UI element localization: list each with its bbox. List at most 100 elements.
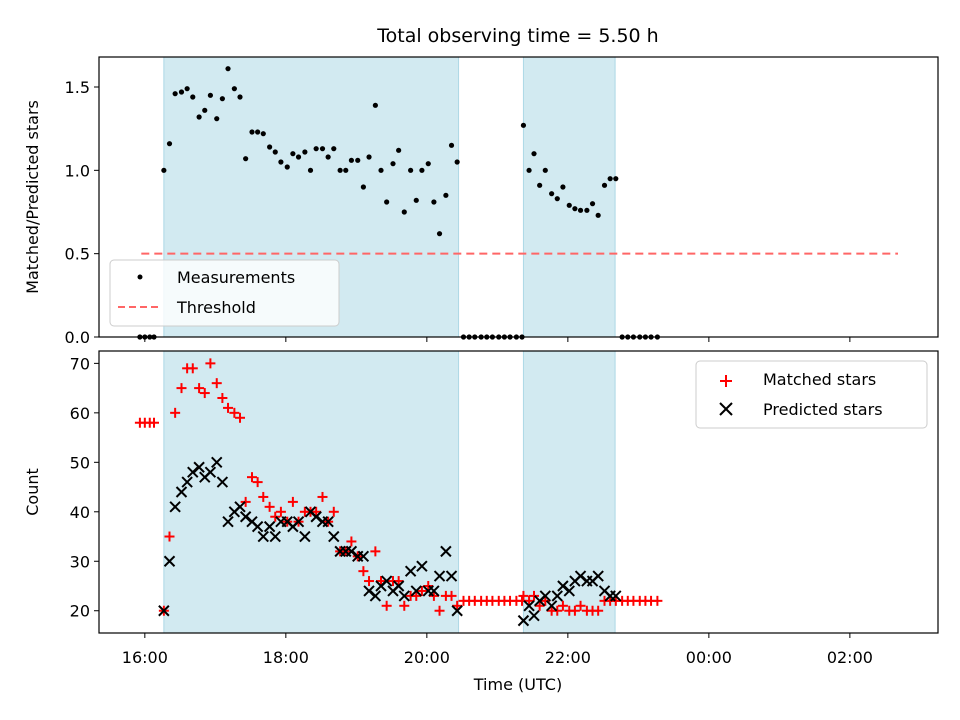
measurement-point [331,146,337,152]
measurement-point [260,131,266,137]
matched-point [194,383,205,394]
matched-point [524,595,535,606]
predicted-point-b [398,590,410,602]
matched-point [270,511,281,522]
measurement-point [290,151,296,157]
chart-title: Total observing time = 5.50 h [376,25,658,47]
predicted-point [517,614,530,627]
measurement-point [601,182,608,188]
top-legend: Measurements Threshold [109,259,340,327]
predicted-point [433,570,446,582]
x-tick-label: 16:00 [122,648,168,667]
predicted-point-b [557,580,569,592]
predicted-point-b [175,486,188,498]
measurement-point [526,167,532,173]
predicted-point-b [451,605,463,617]
measurement-point [325,154,331,160]
measurement-point [419,167,425,173]
matched-point [223,402,234,413]
threshold-legend-label: Threshold [176,298,256,317]
predicted-point [163,555,176,567]
matched-point [557,600,568,611]
predicted-legend-label: Predicted stars [763,400,883,419]
measurement-point [231,86,237,92]
predicted-point-b [598,585,611,597]
predicted-point [292,515,305,528]
predicted-point-b [158,605,170,617]
matched-point [148,417,159,428]
matched-point [211,378,222,389]
measurement-point [225,66,231,72]
predicted-point-b [322,515,334,528]
measurement-points [137,66,660,340]
top-y-axis-label: Matched/Predicted stars [23,100,42,294]
measurement-point [613,176,619,182]
predicted-point-b [216,476,229,488]
predicted-point [410,585,422,597]
predicted-point-b [222,515,234,528]
measurement-point [401,209,407,215]
predicted-point-b [181,476,193,488]
predicted-point-b [433,570,446,582]
measurement-point [360,184,366,190]
predicted-point [169,501,181,513]
measurement-point [589,201,596,207]
measurement-point [431,199,437,205]
predicted-point-b [528,609,540,622]
predicted-point [299,530,311,543]
predicted-point-b [517,614,530,627]
matched-point [529,590,540,601]
y-tick-label: 70 [70,354,90,373]
predicted-point-b [299,530,311,543]
x-tick-label: 22:00 [545,648,591,667]
measurement-point [243,156,249,162]
predicted-point-b [416,560,428,572]
matched-point [376,576,387,587]
top-x-ticks [144,337,851,342]
predicted-point [380,575,393,587]
observing-windows-bottom [163,350,616,634]
measurement-point [537,182,543,188]
measurement-point [549,191,555,197]
measurements-legend-label: Measurements [177,268,295,287]
predicted-point [211,456,223,469]
y-tick-label: 60 [70,404,90,423]
matched-point [569,605,580,616]
measurement-point [408,167,414,173]
x-tick-label: 02:00 [827,648,873,667]
measurement-point [343,167,349,173]
measurement-point [542,167,548,173]
matched-point [423,581,434,591]
matched-point [364,576,375,587]
measurement-point [572,206,578,212]
matched-point [275,506,286,517]
measurement-point [178,89,185,95]
predicted-point-b [328,530,340,543]
measurement-point [284,164,290,170]
matched-point [575,600,586,611]
measurement-point [249,129,255,135]
y-tick-label: 1.0 [65,161,90,180]
predicted-point [369,590,382,602]
predicted-point-b [239,511,252,523]
x-axis-label: Time (UTC) [473,675,562,694]
predicted-point-b [380,575,393,587]
bottom-legend: Matched stars Predicted stars [695,360,928,429]
matched-point [416,585,427,596]
measurement-point [396,147,402,153]
predicted-point-b [592,570,604,582]
measurement-point [566,202,572,208]
predicted-point [322,515,334,528]
matched-point [205,358,216,369]
matched-point [199,388,210,399]
predicted-point-b [193,461,205,473]
top-y-ticks: 0.0 0.5 1.0 1.5 [65,78,99,347]
observing-window-2 [522,56,616,338]
predicted-point-b [269,530,281,543]
predicted-point-b [234,501,246,513]
y-tick-label: 30 [70,552,90,571]
x-tick-label: 18:00 [263,648,309,667]
matched-point [411,590,422,601]
predicted-point [451,605,463,617]
predicted-point [216,476,229,488]
